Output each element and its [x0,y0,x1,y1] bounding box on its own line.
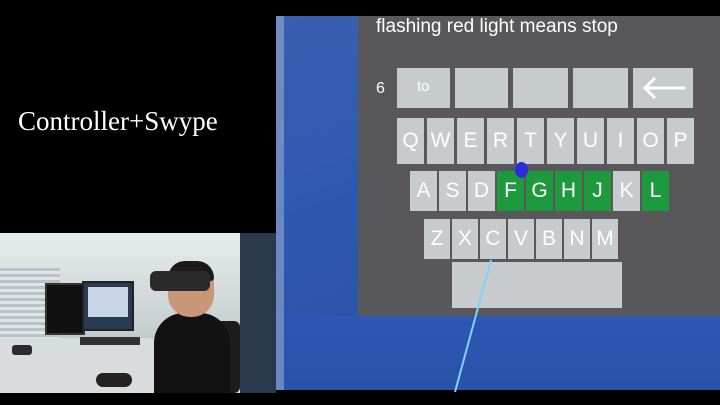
left-arrow-icon [642,76,685,100]
handheld-controller [96,373,132,387]
key-b[interactable]: B [536,219,562,259]
key-s[interactable]: S [439,171,466,211]
monitor [45,283,85,335]
key-r[interactable]: R [487,118,514,164]
word-count: 6 [376,80,385,97]
suggestion-3[interactable] [513,68,568,108]
key-a[interactable]: A [410,171,437,211]
key-p[interactable]: P [667,118,694,164]
space-bar[interactable] [452,262,622,308]
monitor [82,281,134,331]
key-c[interactable]: C [480,219,506,259]
key-g[interactable]: G [526,171,553,211]
key-o[interactable]: O [637,118,664,164]
key-y[interactable]: Y [547,118,574,164]
user-with-headset [150,261,230,393]
key-k[interactable]: K [613,171,640,211]
key-t[interactable]: T [517,118,544,164]
suggestion-2[interactable] [455,68,508,108]
key-d[interactable]: D [468,171,495,211]
key-e[interactable]: E [457,118,484,164]
target-phrase: flashing red light means stop [376,16,618,37]
key-j[interactable]: J [584,171,611,211]
key-i[interactable]: I [607,118,634,164]
vr-headset [150,271,210,291]
key-q[interactable]: Q [397,118,424,164]
pointer-cursor [515,162,528,178]
key-h[interactable]: H [555,171,582,211]
desk-keyboard [80,337,140,345]
key-u[interactable]: U [577,118,604,164]
key-m[interactable]: M [592,219,618,259]
key-z[interactable]: Z [424,219,450,259]
key-l[interactable]: L [642,171,669,211]
suggestion-1[interactable]: to [397,68,450,108]
key-v[interactable]: V [508,219,534,259]
suggestion-4[interactable] [573,68,628,108]
key-n[interactable]: N [564,219,590,259]
key-w[interactable]: W [427,118,454,164]
key-x[interactable]: X [452,219,478,259]
mode-title: Controller+Swype [18,106,218,136]
camera-feed-photo [0,233,276,393]
backspace-key[interactable] [633,68,693,108]
